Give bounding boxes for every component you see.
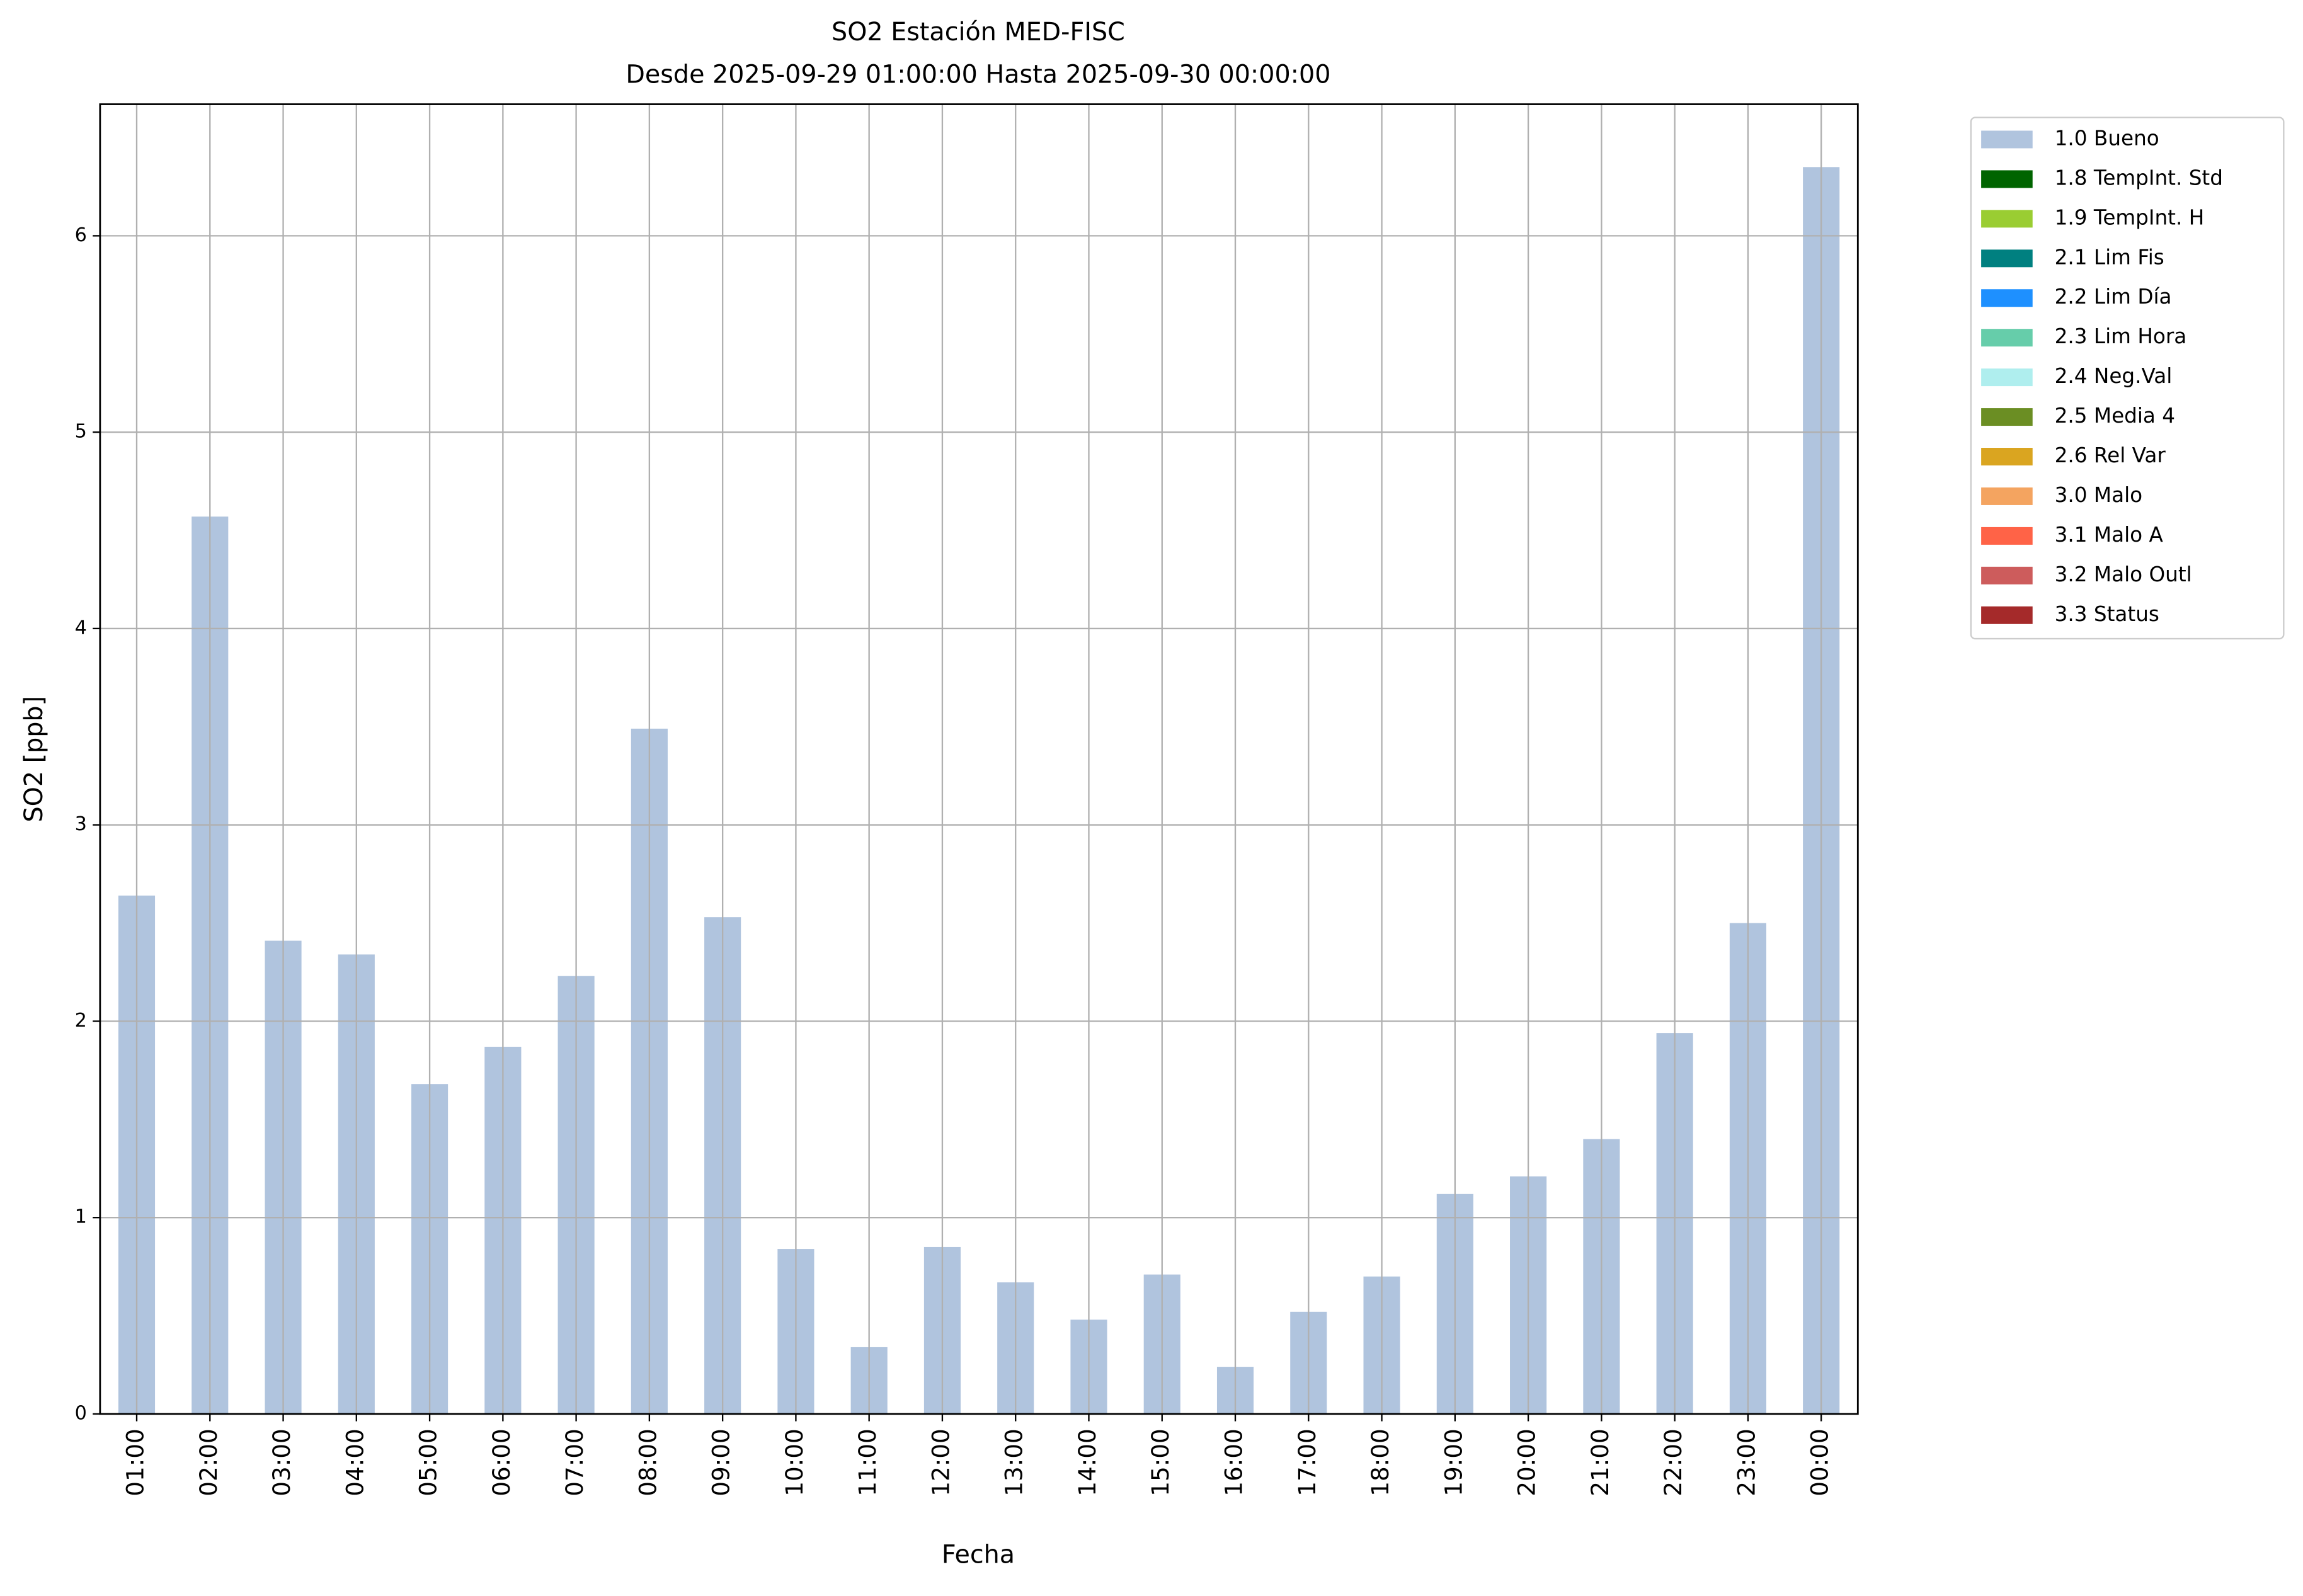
legend-swatch — [1981, 527, 2033, 545]
y-tick-label: 4 — [75, 617, 87, 639]
legend-swatch — [1981, 448, 2033, 465]
x-tick-label: 23:00 — [1732, 1428, 1760, 1496]
legend-label: 2.5 Media 4 — [2055, 404, 2175, 428]
legend-swatch — [1981, 368, 2033, 387]
legend-swatch — [1981, 566, 2033, 584]
x-axis-label: Fecha — [942, 1541, 1015, 1570]
x-tick-label: 13:00 — [1000, 1428, 1028, 1496]
x-tick-label: 14:00 — [1073, 1428, 1101, 1496]
x-tick-label: 05:00 — [414, 1428, 442, 1496]
legend-label: 1.9 TempInt. H — [2055, 205, 2205, 229]
x-tick-label: 02:00 — [195, 1428, 222, 1496]
chart-subtitle: Desde 2025-09-29 01:00:00 Hasta 2025-09-… — [626, 60, 1330, 89]
x-tick-label: 12:00 — [927, 1428, 954, 1496]
chart-title: SO2 Estación MED-FISC — [831, 18, 1125, 47]
x-tick-label: 17:00 — [1293, 1428, 1321, 1496]
y-tick-label: 0 — [75, 1402, 87, 1424]
legend-label: 1.0 Bueno — [2055, 126, 2159, 150]
x-tick-label: 15:00 — [1146, 1428, 1174, 1496]
x-tick-label: 20:00 — [1513, 1428, 1541, 1496]
plot-frame — [99, 103, 1859, 1415]
y-tick-label: 3 — [75, 813, 87, 835]
y-tick-label: 6 — [75, 224, 87, 246]
legend-swatch — [1981, 249, 2033, 268]
x-tick-label: 08:00 — [634, 1428, 661, 1496]
x-tick-label: 10:00 — [780, 1428, 808, 1496]
y-tick-label: 2 — [75, 1010, 87, 1032]
x-tick-label: 09:00 — [707, 1428, 735, 1496]
legend-label: 2.6 Rel Var — [2055, 443, 2166, 467]
x-tick-label: 06:00 — [488, 1428, 515, 1496]
x-tick-label: 07:00 — [561, 1428, 588, 1496]
x-tick-label: 16:00 — [1220, 1428, 1248, 1496]
legend-label: 2.4 Neg.Val — [2055, 364, 2173, 388]
legend-label: 2.1 Lim Fis — [2055, 245, 2164, 269]
legend-label: 3.2 Malo Outl — [2055, 562, 2192, 586]
legend-swatch — [1981, 170, 2033, 188]
legend-swatch — [1981, 487, 2033, 505]
x-tick-label: 19:00 — [1439, 1428, 1467, 1496]
legend-label: 1.8 TempInt. Std — [2055, 166, 2223, 190]
x-tick-label: 18:00 — [1366, 1428, 1394, 1496]
x-tick-label: 22:00 — [1659, 1428, 1687, 1496]
legend-label: 3.0 Malo — [2055, 483, 2142, 507]
legend-swatch — [1981, 289, 2033, 307]
y-tick-label: 1 — [75, 1206, 87, 1228]
x-tick-label: 00:00 — [1806, 1428, 1834, 1496]
x-tick-label: 11:00 — [854, 1428, 881, 1496]
legend-box — [1970, 117, 2285, 640]
legend-swatch — [1981, 606, 2033, 624]
x-tick-label: 03:00 — [268, 1428, 295, 1496]
legend-label: 3.3 Status — [2055, 602, 2159, 626]
legend-swatch — [1981, 210, 2033, 228]
legend-label: 2.3 Lim Hora — [2055, 324, 2187, 348]
legend-label: 3.1 Malo A — [2055, 523, 2164, 547]
y-tick-label: 5 — [75, 421, 87, 443]
x-tick-label: 04:00 — [341, 1428, 369, 1496]
legend-swatch — [1981, 329, 2033, 347]
legend-swatch — [1981, 408, 2033, 426]
y-axis-label: SO2 [ppb] — [20, 696, 49, 823]
x-tick-label: 01:00 — [122, 1428, 149, 1496]
x-tick-label: 21:00 — [1586, 1428, 1614, 1496]
legend-label: 2.2 Lim Día — [2055, 285, 2172, 309]
legend-swatch — [1981, 130, 2033, 149]
